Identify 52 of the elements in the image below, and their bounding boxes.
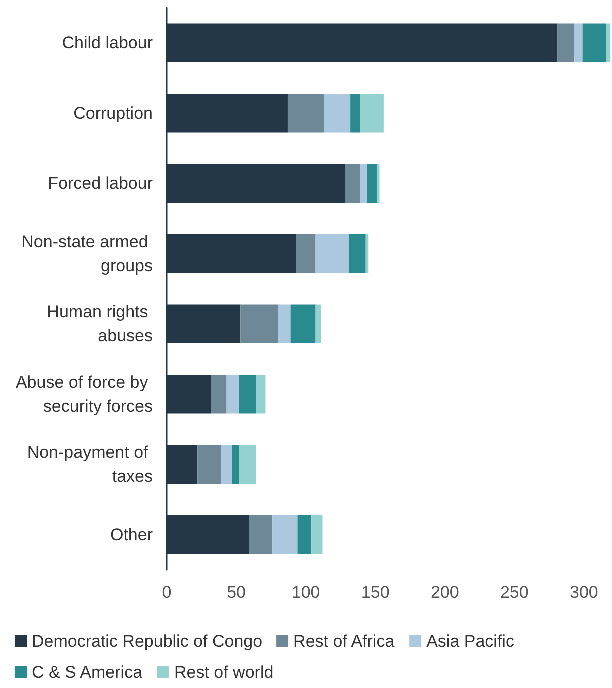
x-tick-label: 150 — [361, 583, 390, 602]
x-tick-label: 100 — [292, 583, 320, 602]
bar — [606, 24, 611, 62]
bar — [360, 94, 384, 133]
bar — [288, 94, 324, 133]
bar — [226, 375, 240, 414]
legend-label: Democratic Republic of Congo — [32, 632, 263, 651]
bar — [198, 445, 222, 484]
bar — [290, 304, 316, 344]
bar — [232, 445, 240, 484]
bar — [345, 164, 360, 203]
x-tick-label: 300 — [570, 583, 598, 602]
x-tick-label: 200 — [430, 583, 460, 602]
bar — [574, 24, 583, 62]
bar — [349, 234, 366, 274]
bar — [366, 234, 369, 274]
legend-label: Asia Pacific — [426, 632, 515, 651]
bar — [558, 24, 574, 62]
bar — [582, 24, 606, 62]
bar — [312, 516, 323, 554]
y-tick-label: Human rights abuses — [47, 302, 153, 346]
legend-label: Rest of world — [174, 663, 274, 682]
bar — [367, 164, 377, 203]
bar — [272, 516, 298, 554]
y-tick-label: Abuse of force by security forces — [16, 372, 153, 416]
bar — [350, 94, 360, 133]
bar — [256, 375, 266, 414]
y-tick-label: Non-state armed groups — [22, 232, 153, 276]
y-tick-label: Forced labour — [48, 174, 154, 194]
bar — [298, 516, 312, 554]
x-tick-label: 0 — [162, 583, 172, 602]
bar — [316, 234, 350, 274]
bar — [249, 516, 273, 554]
legend-label: C & S America — [32, 663, 144, 682]
x-tick-label: 250 — [500, 583, 529, 602]
bar — [221, 445, 232, 484]
bar — [316, 304, 322, 344]
bar — [278, 304, 291, 344]
bar — [376, 164, 380, 203]
y-tick-label: Other — [110, 525, 154, 544]
legend-label: Rest of Africa — [294, 632, 396, 651]
bar — [324, 94, 351, 133]
y-tick-label: Child labour — [62, 34, 154, 53]
bar — [360, 164, 368, 203]
bar — [212, 375, 227, 414]
bar — [239, 445, 256, 484]
y-tick-label: Corruption — [74, 104, 153, 123]
bar — [239, 375, 256, 414]
y-tick-label: Non-payment of taxes — [27, 443, 153, 486]
bar — [240, 304, 278, 344]
x-tick-label: 50 — [227, 583, 246, 602]
bar — [296, 234, 316, 274]
